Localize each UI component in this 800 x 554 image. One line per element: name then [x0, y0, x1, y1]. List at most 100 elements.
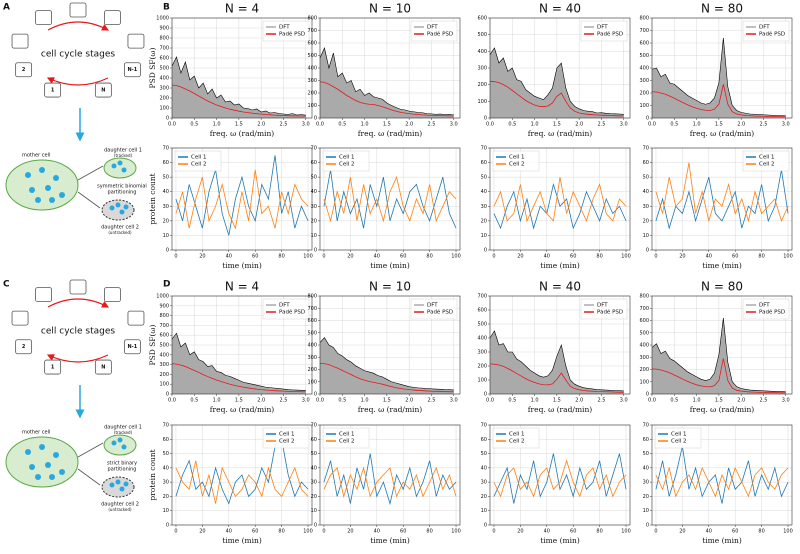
y-tick-label: 50 — [311, 175, 317, 181]
x-tick-label: 2.0 — [257, 398, 265, 404]
daughter-note: (untracked) — [108, 230, 132, 235]
y-tick-label: 40 — [481, 465, 487, 471]
y-tick-label: 10 — [643, 508, 649, 514]
y-tick-label: 20 — [163, 494, 169, 500]
x-axis-label: time (min) — [702, 536, 742, 545]
legend-label: Cell 2 — [509, 162, 525, 168]
legend-box — [174, 150, 222, 172]
x-tick-label: 0.5 — [508, 398, 516, 404]
y-tick-label: 50 — [643, 451, 649, 457]
x-tick-label: 40 — [706, 529, 712, 535]
x-tick-label: 40 — [374, 529, 380, 535]
y-tick-label: 0 — [314, 523, 317, 529]
y-tick-label: 300 — [307, 355, 317, 361]
legend-box — [262, 427, 310, 449]
series-area — [490, 331, 624, 394]
y-tick-label: 0 — [166, 116, 169, 122]
x-tick-label: 100 — [783, 529, 793, 535]
stage-box — [94, 359, 112, 375]
mother-cell — [5, 159, 79, 211]
x-tick-label: 2.5 — [427, 398, 435, 404]
x-axis-label: time (min) — [540, 536, 580, 545]
y-tick-label: 800 — [639, 294, 649, 300]
x-axis-label: freq. ω (rad/min) — [528, 405, 593, 414]
series-line — [175, 169, 309, 230]
series-line — [489, 47, 624, 115]
legend-label: DFT — [597, 303, 608, 309]
y-tick-label: 1000 — [156, 294, 169, 300]
y-tick-label: 30 — [163, 204, 169, 210]
x-tick-label: 1.5 — [383, 398, 391, 404]
y-tick-label: 0 — [314, 392, 317, 398]
protein — [111, 440, 117, 446]
x-axis-label: time (min) — [540, 261, 580, 270]
x-tick-label: 80 — [596, 254, 602, 260]
protein — [49, 197, 55, 203]
x-tick-label: 0.5 — [338, 122, 346, 128]
y-tick-label: 500 — [477, 322, 487, 328]
x-tick-label: 0.5 — [670, 398, 678, 404]
cycle-arrow — [46, 354, 109, 363]
y-tick-label: 40 — [163, 465, 169, 471]
daughter-cell — [103, 157, 137, 179]
legend-label: Padé PSD — [597, 31, 623, 38]
x-tick-label: 20 — [517, 254, 523, 260]
daughter-label: daughter cell 2 — [101, 502, 139, 508]
plot-frame — [651, 17, 793, 119]
protein — [119, 209, 125, 215]
split-arrow — [77, 442, 104, 458]
y-tick-label: 500 — [477, 32, 487, 38]
series-line — [651, 84, 786, 118]
x-tick-label: 3.0 — [782, 122, 790, 128]
mother-label: mother cell — [22, 153, 50, 159]
split-arrow — [77, 191, 101, 209]
y-tick-label: 400 — [639, 66, 649, 72]
y-tick-label: 70 — [163, 146, 169, 152]
y-tick-label: 50 — [311, 451, 317, 457]
y-tick-label: 20 — [481, 494, 487, 500]
y-tick-label: 50 — [643, 175, 649, 181]
x-tick-label: 0.5 — [670, 122, 678, 128]
y-tick-label: 700 — [307, 306, 317, 312]
x-tick-label: 80 — [426, 254, 432, 260]
y-tick-label: 400 — [307, 343, 317, 349]
legend-label: DFT — [759, 303, 770, 309]
series-line — [655, 446, 789, 504]
y-tick-label: 40 — [311, 189, 317, 195]
split-arrow — [77, 165, 104, 181]
legend-box — [262, 20, 310, 42]
legend-label: Cell 2 — [509, 439, 525, 445]
plot-frame — [651, 147, 793, 251]
x-tick-label: 1.5 — [553, 122, 561, 128]
y-tick-label: 60 — [311, 160, 317, 166]
chart-title: N = 4 — [225, 280, 259, 294]
y-tick-label: 0 — [166, 248, 169, 254]
x-tick-label: 1.0 — [361, 398, 369, 404]
stage-label: N-1 — [128, 67, 138, 73]
protein — [119, 486, 125, 492]
cycle-arrow — [46, 77, 109, 86]
legend-label: DFT — [759, 25, 770, 31]
stage-box — [94, 82, 112, 98]
series-area — [172, 57, 306, 118]
x-tick-label: 2.5 — [279, 398, 287, 404]
protein — [115, 479, 121, 485]
x-tick-label: 2.0 — [257, 122, 265, 128]
y-tick-label: 30 — [643, 480, 649, 486]
series-line — [319, 81, 454, 117]
y-tick-label: 10 — [163, 508, 169, 514]
y-tick-label: 900 — [159, 26, 169, 32]
x-tick-label: 3.0 — [450, 122, 458, 128]
protein — [35, 197, 41, 203]
x-tick-label: 60 — [570, 529, 576, 535]
panel-label: A — [3, 3, 10, 13]
legend-label: Padé PSD — [597, 309, 623, 316]
x-tick-label: 80 — [758, 254, 764, 260]
y-tick-label: 40 — [311, 465, 317, 471]
x-axis-label: time (min) — [222, 536, 262, 545]
stage-box — [69, 2, 87, 18]
x-tick-label: 20 — [199, 254, 205, 260]
protein — [111, 163, 117, 169]
y-tick-label: 10 — [311, 508, 317, 514]
legend-box — [742, 150, 790, 172]
